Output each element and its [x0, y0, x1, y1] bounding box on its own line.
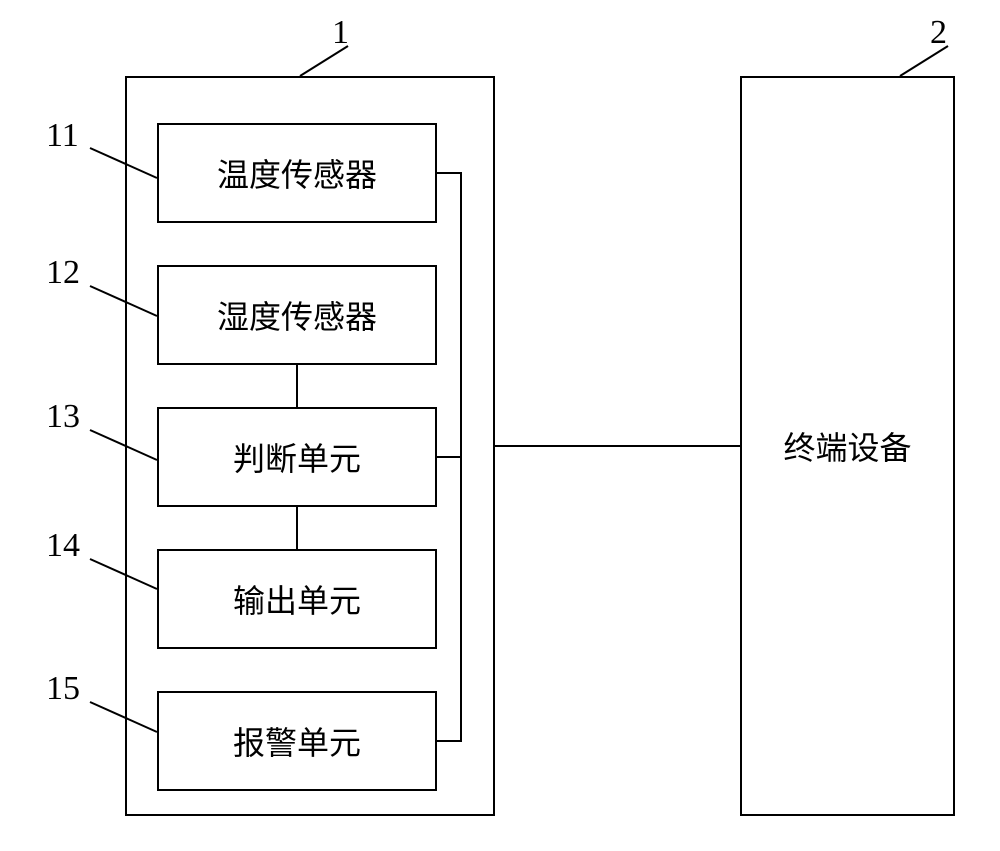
conn-13-14	[296, 507, 298, 549]
container-right: 终端设备	[740, 76, 955, 816]
bus-stub-11	[437, 172, 462, 174]
judgment-unit-box: 判断单元	[157, 407, 437, 507]
ref-14: 14	[46, 527, 80, 565]
judgment-unit-label: 判断单元	[233, 434, 361, 480]
ref-11: 11	[46, 117, 79, 155]
humidity-sensor-label: 湿度传感器	[217, 292, 377, 338]
temperature-sensor-label: 温度传感器	[217, 150, 377, 196]
alarm-unit-label: 报警单元	[233, 718, 361, 764]
humidity-sensor-box: 湿度传感器	[157, 265, 437, 365]
ref-15: 15	[46, 670, 80, 708]
ref-12: 12	[46, 254, 80, 292]
ref-13: 13	[46, 398, 80, 436]
ref-2: 2	[930, 14, 947, 52]
terminal-device-label: 终端设备	[783, 423, 911, 469]
output-unit-label: 输出单元	[233, 576, 361, 622]
output-unit-box: 输出单元	[157, 549, 437, 649]
temperature-sensor-box: 温度传感器	[157, 123, 437, 223]
bus-stub-15	[437, 740, 462, 742]
alarm-unit-box: 报警单元	[157, 691, 437, 791]
horizontal-main	[495, 445, 740, 447]
ref-1: 1	[332, 14, 349, 52]
bus-stub-13	[437, 456, 462, 458]
conn-12-13	[296, 365, 298, 407]
